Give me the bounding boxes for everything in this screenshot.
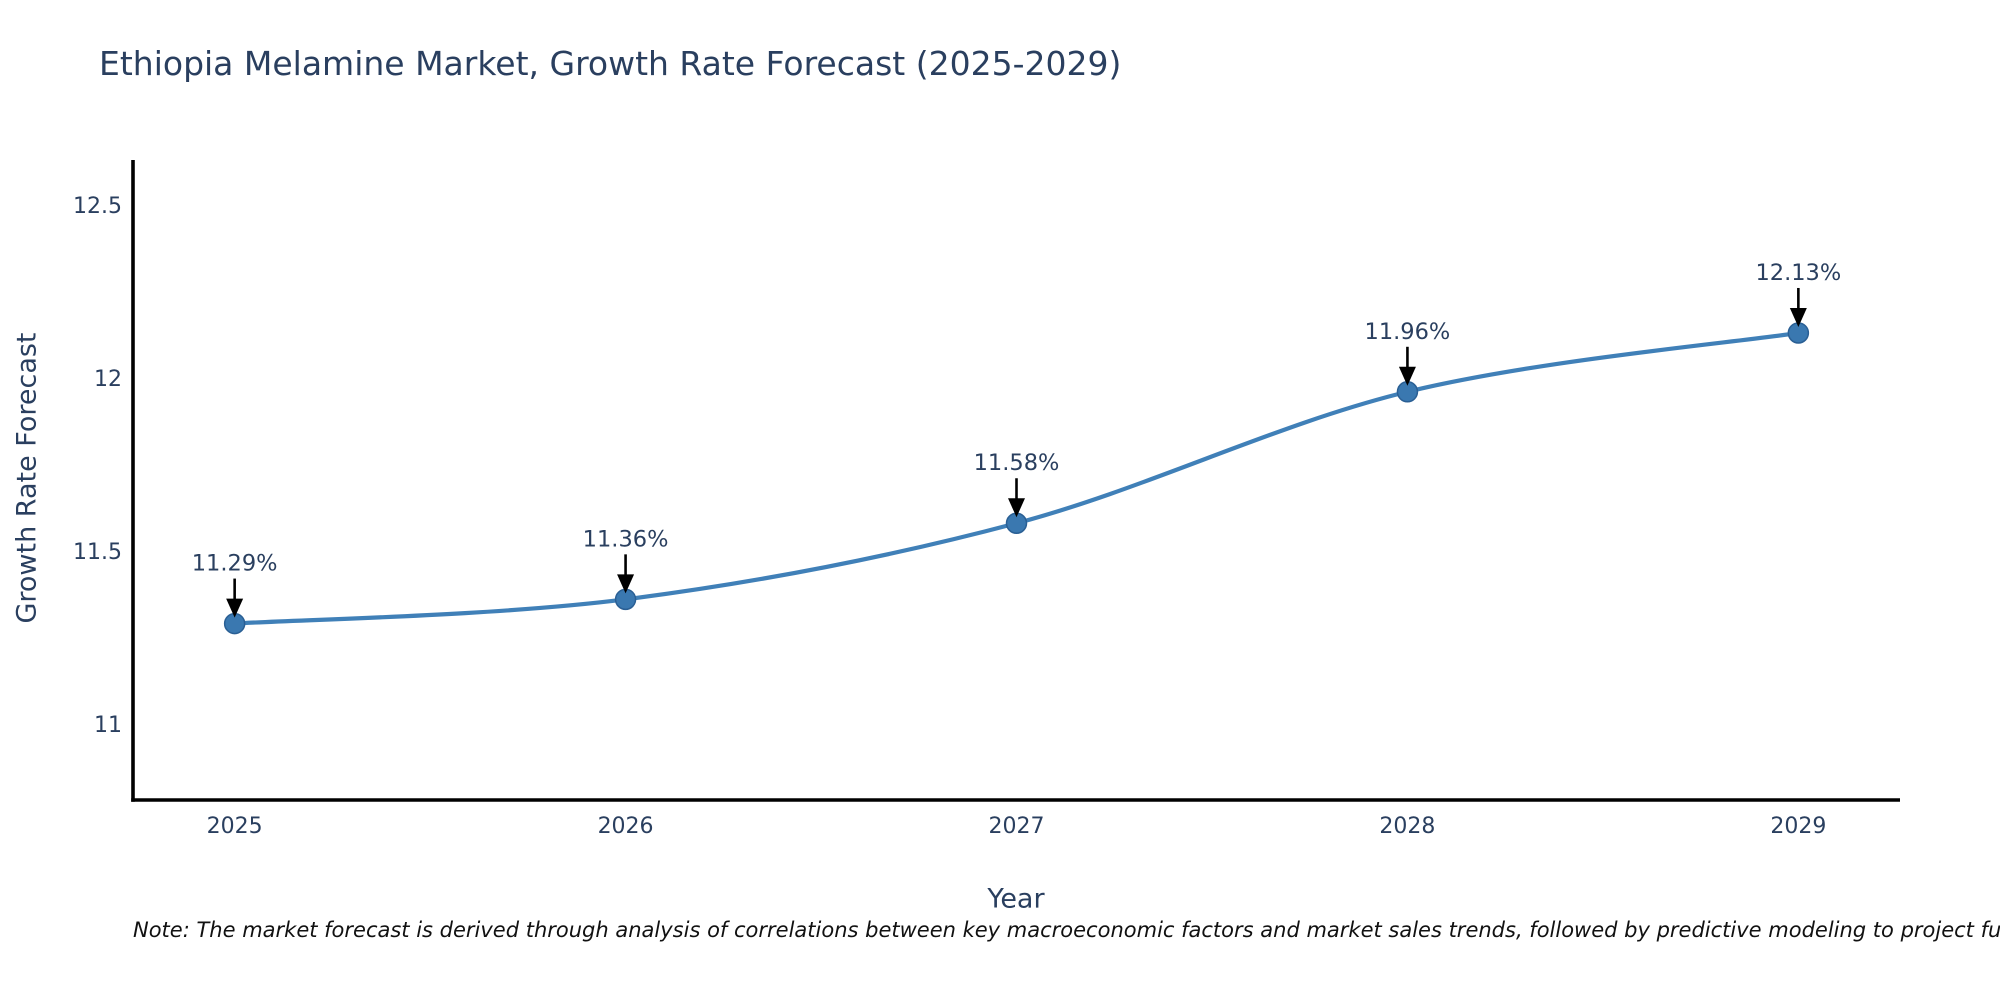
annotation-arrow-head	[617, 574, 635, 594]
point-value-label: 11.29%	[192, 551, 278, 577]
y-tick-label: 11	[94, 713, 122, 738]
x-tick-label: 2026	[598, 814, 654, 839]
chart-title: Ethiopia Melamine Market, Growth Rate Fo…	[99, 44, 1122, 83]
point-value-label: 11.36%	[583, 526, 669, 552]
x-tick-label: 2028	[1379, 814, 1435, 839]
y-tick-label: 12	[94, 367, 122, 392]
annotation-arrow-head	[1398, 366, 1416, 386]
y-tick-label: 11.5	[73, 540, 122, 565]
annotation-arrow-head	[1789, 307, 1807, 327]
annotation-arrow-head	[226, 598, 244, 618]
footnote: Note: The market forecast is derived thr…	[133, 918, 2000, 942]
point-value-label: 12.13%	[1755, 260, 1841, 286]
point-value-label: 11.58%	[974, 450, 1060, 476]
x-tick-label: 2029	[1770, 814, 1826, 839]
point-value-label: 11.96%	[1365, 319, 1451, 345]
x-tick-label: 2027	[989, 814, 1045, 839]
x-axis-title: Year	[987, 883, 1045, 915]
x-tick-label: 2025	[207, 814, 263, 839]
y-tick-label: 12.5	[73, 194, 122, 219]
annotation-arrow-head	[1008, 498, 1025, 518]
